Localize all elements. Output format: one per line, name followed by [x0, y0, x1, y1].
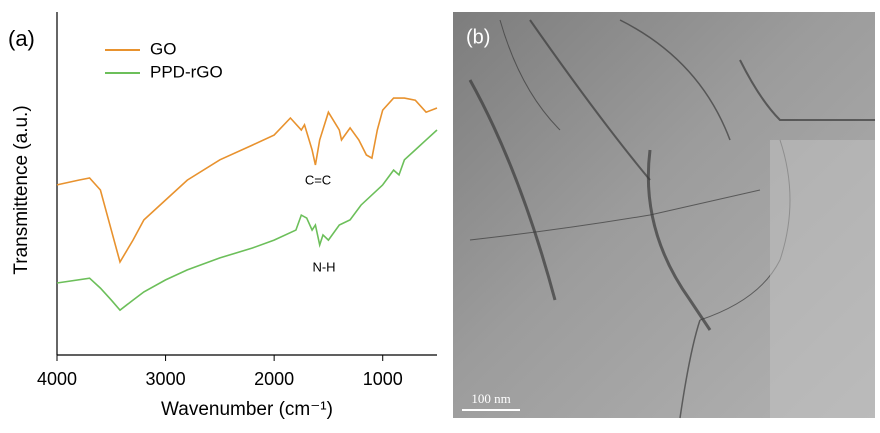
image-texture [770, 140, 875, 418]
legend-label: GO [150, 39, 176, 58]
figure: (a) Wavenumber (cm⁻¹) Transmittence (a.u… [0, 0, 880, 428]
x-tick-label: 3000 [146, 369, 186, 389]
x-tick-label: 1000 [363, 369, 403, 389]
legend-label: PPD-rGO [150, 62, 223, 81]
annotation: C=C [305, 172, 331, 187]
x-tick-label: 2000 [254, 369, 294, 389]
scale-bar-label: 100 nm [471, 391, 510, 406]
panel-label: (a) [8, 26, 35, 51]
annotation: N-H [312, 259, 335, 274]
tem-image: 100 nm (b) [453, 12, 875, 418]
y-axis-label: Transmittence (a.u.) [11, 105, 32, 274]
x-tick-label: 4000 [37, 369, 77, 389]
panel-label: (b) [466, 26, 490, 48]
x-axis-label: Wavenumber (cm⁻¹) [161, 399, 333, 420]
